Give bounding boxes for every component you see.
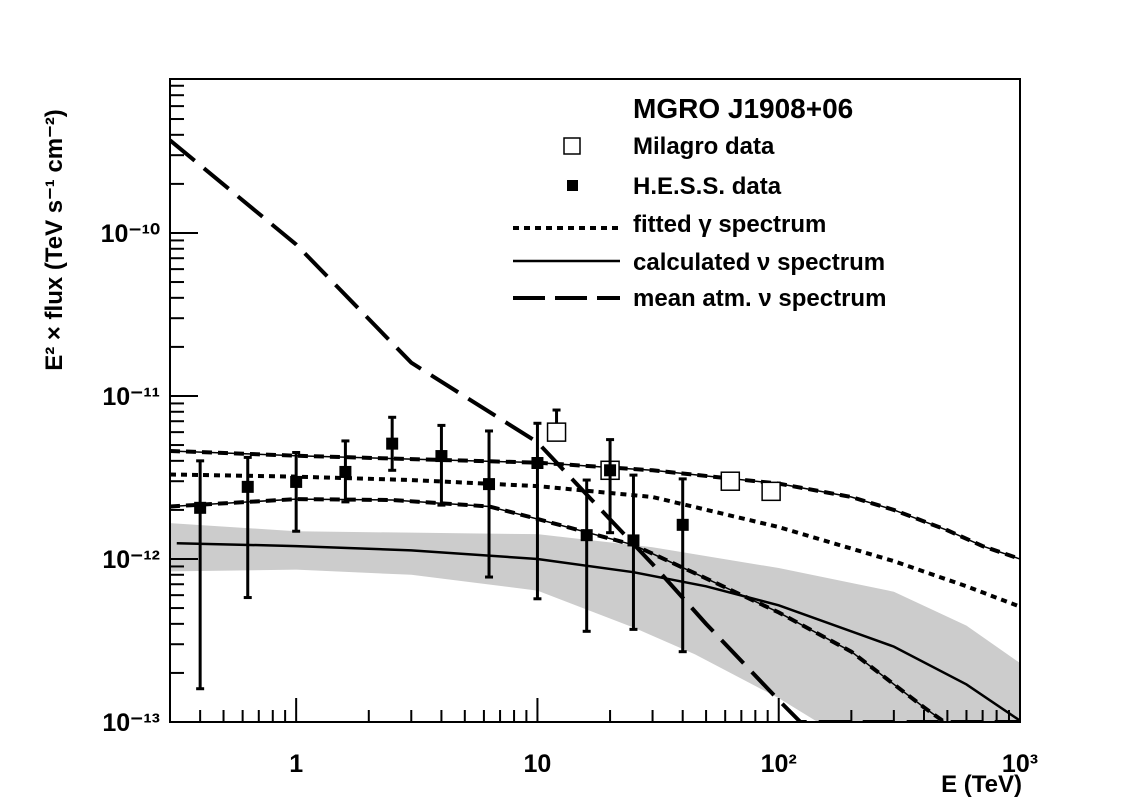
milagro-point <box>761 481 781 502</box>
x-tick-label: 10³ <box>1002 750 1038 778</box>
series-line-4 <box>170 138 1020 722</box>
legend-label-fitted: fitted γ spectrum <box>633 211 826 238</box>
legend: MGRO J1908+06 Milagro data H.E.S.S. data… <box>513 93 886 312</box>
hess-point <box>339 465 352 478</box>
legend-label-hess: H.E.S.S. data <box>633 173 782 200</box>
legend-label-milagro: Milagro data <box>633 133 775 160</box>
hess-point <box>290 475 303 488</box>
tick-layer: 1 10 10² 10³ 10⁻¹³ 10⁻¹² 10⁻¹¹ 10⁻¹⁰ <box>101 84 1038 778</box>
hess-point <box>580 529 593 542</box>
y-tick-label: 10⁻¹⁰ <box>101 220 160 248</box>
x-tick-label: 10 <box>524 750 552 778</box>
x-tick-label: 10² <box>761 750 797 778</box>
hess-point <box>531 457 544 470</box>
x-axis-title: E (TeV) <box>941 771 1022 798</box>
hess-point <box>676 518 689 531</box>
legend-marker-hess <box>567 180 578 191</box>
plot-frame <box>169 78 1021 723</box>
hess-point <box>483 478 496 491</box>
series-line-3 <box>176 541 1020 722</box>
series-line-2 <box>170 472 1020 609</box>
hess-point <box>627 534 640 547</box>
y-tick-label: 10⁻¹¹ <box>102 383 160 411</box>
hess-point <box>241 480 254 493</box>
hess-point <box>604 464 617 477</box>
marker-layer <box>194 408 781 691</box>
y-axis-title: E² × flux (TeV s⁻¹ cm⁻²) <box>41 109 68 371</box>
hess-point <box>194 501 207 514</box>
legend-title: MGRO J1908+06 <box>633 93 853 124</box>
hess-point <box>386 437 399 450</box>
uncertainty-band <box>170 523 1020 722</box>
legend-label-calculated: calculated ν spectrum <box>633 249 885 276</box>
uncertainty-band-layer <box>170 523 1020 722</box>
milagro-point <box>546 422 567 442</box>
y-tick-label: 10⁻¹³ <box>102 709 160 737</box>
hess-point <box>435 450 448 463</box>
y-tick-label: 10⁻¹² <box>102 546 160 574</box>
legend-marker-milagro <box>563 137 581 155</box>
legend-label-atm: mean atm. ν spectrum <box>633 285 886 312</box>
milagro-point <box>720 471 741 491</box>
x-tick-label: 1 <box>289 750 303 778</box>
